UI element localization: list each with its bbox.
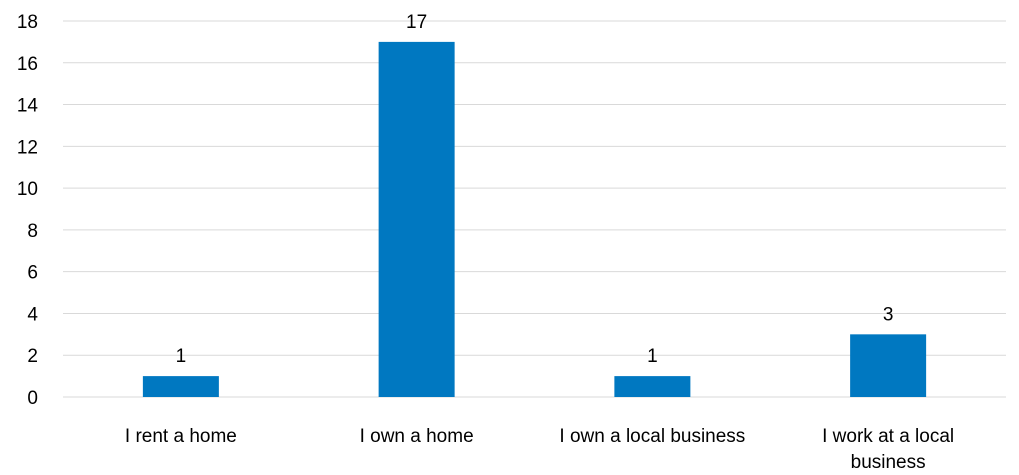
bars bbox=[142, 41, 927, 398]
category-label: I own a home bbox=[360, 426, 474, 447]
data-label: 1 bbox=[647, 346, 658, 367]
category-label: I own a local business bbox=[559, 426, 745, 447]
y-tick-label: 16 bbox=[17, 54, 38, 75]
bar bbox=[378, 41, 455, 398]
category-label: business bbox=[851, 452, 926, 473]
y-tick-label: 18 bbox=[17, 12, 38, 33]
data-label: 3 bbox=[883, 304, 894, 325]
y-tick-label: 12 bbox=[17, 137, 38, 158]
y-axis-ticks: 0 2 4 6 8 10 12 14 16 18 bbox=[17, 12, 39, 409]
data-labels: 1 17 1 3 bbox=[176, 12, 894, 367]
y-tick-label: 0 bbox=[27, 388, 38, 409]
y-tick-label: 2 bbox=[27, 346, 38, 367]
bar bbox=[142, 376, 219, 397]
category-label: I work at a local bbox=[822, 426, 954, 447]
y-tick-label: 8 bbox=[27, 221, 38, 242]
gridlines bbox=[63, 20, 1006, 398]
data-label: 17 bbox=[406, 12, 427, 33]
y-tick-label: 10 bbox=[17, 179, 38, 200]
x-axis-categories: I rent a home I own a home I own a local b… bbox=[125, 426, 954, 473]
y-tick-label: 6 bbox=[27, 263, 38, 284]
y-tick-label: 14 bbox=[17, 96, 39, 117]
category-label: I rent a home bbox=[125, 426, 237, 447]
bar bbox=[850, 334, 927, 397]
data-label: 1 bbox=[176, 346, 187, 367]
y-tick-label: 4 bbox=[27, 304, 38, 325]
bar bbox=[614, 376, 691, 397]
